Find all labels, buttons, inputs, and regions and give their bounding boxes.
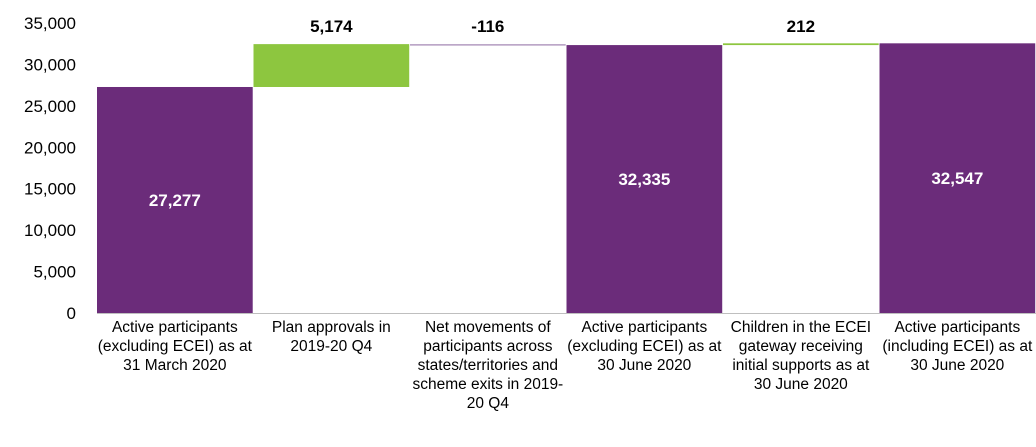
y-tick-label: 15,000 bbox=[24, 180, 76, 199]
total-bar bbox=[97, 86, 253, 313]
y-tick-label: 25,000 bbox=[24, 97, 76, 116]
x-category-label: Active participants (excluding ECEI) as … bbox=[567, 319, 722, 374]
x-category-label: Children in the ECEI gateway receiving i… bbox=[730, 319, 872, 393]
y-tick-label: 5,000 bbox=[33, 263, 76, 282]
y-tick-label: 0 bbox=[67, 304, 76, 323]
x-category-label: Active participants (excluding ECEI) as … bbox=[97, 319, 252, 374]
data-label: 27,277 bbox=[149, 191, 201, 210]
data-label: 212 bbox=[787, 17, 815, 36]
total-bar bbox=[566, 45, 723, 314]
y-tick-label: 10,000 bbox=[24, 221, 76, 240]
data-label: 5,174 bbox=[310, 17, 353, 36]
total-bar bbox=[879, 43, 1036, 313]
y-tick-label: 35,000 bbox=[24, 14, 76, 33]
delta-bar bbox=[253, 44, 410, 87]
y-tick-label: 20,000 bbox=[24, 138, 76, 157]
delta-bar bbox=[723, 43, 879, 46]
x-category-label: Active participants (including ECEI) as … bbox=[882, 319, 1033, 374]
bar-layer bbox=[97, 43, 1036, 314]
x-category-label: Plan approvals in 2019-20 Q4 bbox=[271, 319, 391, 355]
data-label: -116 bbox=[471, 17, 504, 36]
data-label: 32,547 bbox=[931, 169, 983, 188]
axis-layer: 0 5,000 10,000 15,000 20,000 25,000 30,000 35,0… bbox=[24, 14, 1036, 323]
y-tick-label: 30,000 bbox=[24, 55, 76, 74]
delta-bar bbox=[410, 44, 566, 46]
x-category-label: Net movements of participants across sta… bbox=[412, 319, 564, 412]
data-label: 32,335 bbox=[618, 170, 670, 189]
label-layer: 27,277 5,174 -116 32,335 212 32,547 bbox=[149, 17, 984, 210]
